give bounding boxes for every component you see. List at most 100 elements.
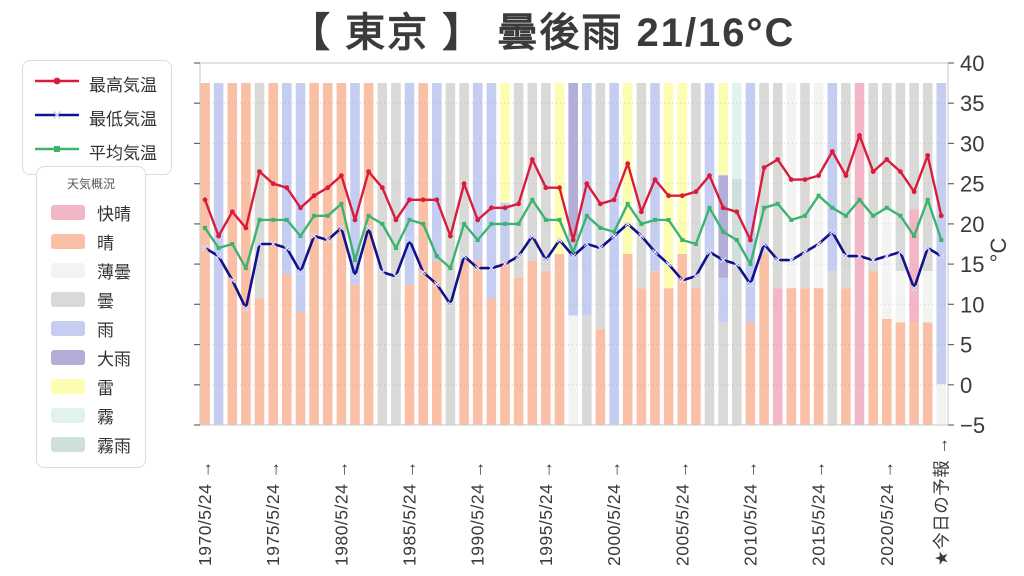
data-point-max xyxy=(584,181,590,187)
weather-bar-segment xyxy=(800,83,810,289)
weather-bar-segment xyxy=(391,83,401,425)
data-point-min xyxy=(883,253,890,259)
data-point-min xyxy=(897,249,904,255)
data-point-mean xyxy=(257,217,262,222)
data-point-max xyxy=(911,189,917,195)
data-point-max xyxy=(393,217,399,223)
data-point-max xyxy=(816,173,821,179)
data-point-max xyxy=(611,197,617,203)
weather-bar-segment xyxy=(704,254,715,425)
weather-legend-title: 天気概況 xyxy=(66,177,115,191)
weather-bar-segment xyxy=(854,83,865,425)
weather-bar-segment xyxy=(718,175,728,278)
legend-marker-icon xyxy=(35,110,79,120)
data-point-mean xyxy=(707,205,712,210)
data-point-max xyxy=(679,193,685,199)
data-point-min xyxy=(447,301,454,308)
weather-bar-segment xyxy=(691,83,701,289)
data-point-min xyxy=(488,265,495,272)
weather-label: 雨 xyxy=(97,321,114,340)
data-point-min xyxy=(242,305,249,312)
min-temp-line-icon xyxy=(35,108,79,127)
data-point-min xyxy=(324,237,331,243)
data-point-mean xyxy=(598,225,603,230)
data-point-mean xyxy=(871,213,876,218)
data-point-min xyxy=(270,241,277,247)
weather-bar-segment xyxy=(868,83,878,272)
weather-legend-item: 薄曇 xyxy=(51,260,131,282)
weather-label: 晴 xyxy=(97,234,114,253)
weather-bar-segment xyxy=(486,298,497,425)
data-point-max xyxy=(938,213,944,219)
data-point-mean xyxy=(639,221,644,226)
data-point-mean xyxy=(775,201,780,206)
weather-bar-segment xyxy=(868,271,878,425)
weather-bar-segment xyxy=(636,288,647,425)
weather-bar-segment xyxy=(227,83,238,425)
weather-bar-segment xyxy=(936,83,947,384)
weather-bar-segment xyxy=(622,254,633,425)
weather-bar-segment xyxy=(582,315,592,425)
weather-bar-segment xyxy=(486,83,497,299)
data-point-mean xyxy=(353,258,357,263)
data-point-max xyxy=(707,173,712,179)
weather-bar-segment xyxy=(786,288,797,425)
fog-swatch-icon xyxy=(51,408,85,423)
rain-swatch-icon xyxy=(51,321,85,336)
y-tick-label: 0 xyxy=(960,373,972,398)
weather-bar-segment xyxy=(922,271,933,323)
data-point-mean xyxy=(489,221,494,226)
data-point-mean xyxy=(448,266,453,271)
weather-bar-segment xyxy=(282,83,292,275)
data-point-min xyxy=(692,273,699,280)
data-point-min xyxy=(297,269,304,276)
data-point-mean xyxy=(734,238,739,242)
legend-item-min-temp: 最低気温 xyxy=(35,105,157,130)
data-point-max xyxy=(543,185,549,191)
data-point-min xyxy=(815,241,822,247)
data-point-min xyxy=(474,265,481,272)
data-point-min xyxy=(597,245,604,251)
x-axis-labels: 1970/5/24 → 1975/5/24 → 1980/5/24 → 1985/5/… xyxy=(195,436,951,566)
weather-bar-segment xyxy=(350,284,360,425)
weather-bar-segment xyxy=(718,83,728,176)
x-tick-label: 1995/5/24 → xyxy=(536,460,556,566)
weather-bar-segment xyxy=(663,83,674,289)
data-point-mean xyxy=(625,201,630,206)
gridlines xyxy=(200,102,948,386)
data-point-mean xyxy=(693,242,698,246)
weather-bar-segment xyxy=(841,288,851,425)
data-point-min xyxy=(611,233,618,239)
data-point-mean xyxy=(393,246,398,250)
data-point-max xyxy=(884,157,890,162)
y-tick-label: 30 xyxy=(960,131,984,156)
weather-label: 薄曇 xyxy=(97,263,131,282)
data-point-max xyxy=(666,193,671,199)
weather-bar-segment xyxy=(582,83,592,316)
y-axis-unit: °C xyxy=(986,238,1011,263)
weather-bar-segment xyxy=(895,83,906,272)
weather-bar-segment xyxy=(513,277,524,425)
weather-label: 大雨 xyxy=(97,350,131,369)
data-point-max xyxy=(284,185,290,191)
data-point-min xyxy=(311,233,318,239)
weather-bar-segment xyxy=(513,83,524,278)
weather-bar-segment xyxy=(609,83,619,425)
weather-bar-segment xyxy=(786,83,797,289)
data-point-max xyxy=(775,157,781,162)
data-point-max xyxy=(557,185,562,191)
data-point-max xyxy=(298,205,303,211)
weather-bar-segment xyxy=(200,83,210,425)
data-point-max xyxy=(829,149,835,154)
data-point-min xyxy=(338,224,345,231)
data-point-max xyxy=(693,189,699,195)
data-point-mean xyxy=(557,217,562,222)
weather-label: 快晴 xyxy=(97,205,131,224)
data-point-mean xyxy=(462,221,467,226)
weather-bars xyxy=(200,83,947,425)
thunder-swatch-icon xyxy=(51,379,85,394)
data-point-min xyxy=(379,269,386,276)
data-point-min xyxy=(283,245,290,251)
data-point-min xyxy=(870,257,877,264)
